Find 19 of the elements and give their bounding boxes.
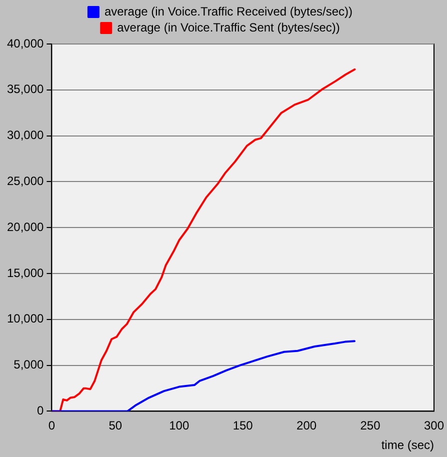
y-tick-label: 30,000 bbox=[7, 128, 44, 142]
y-tick-label: 10,000 bbox=[7, 312, 44, 326]
x-tick-label: 50 bbox=[108, 418, 122, 433]
x-tick-label: 200 bbox=[296, 418, 317, 433]
legend-label: average (in Voice.Traffic Received (bytes/sec)) bbox=[104, 4, 353, 18]
x-tick-label: 250 bbox=[360, 418, 381, 433]
y-tick-label: 40,000 bbox=[7, 36, 44, 50]
y-tick-label: 20,000 bbox=[7, 220, 44, 234]
y-tick-label: 0 bbox=[37, 404, 44, 418]
x-tick-label: 0 bbox=[48, 418, 56, 433]
legend-label: average (in Voice.Traffic Sent (bytes/sec)) bbox=[117, 20, 340, 34]
x-tick-label: 100 bbox=[169, 418, 190, 433]
x-axis-title: time (sec) bbox=[381, 438, 434, 452]
y-tick-label: 15,000 bbox=[7, 266, 44, 280]
x-tick-label: 300 bbox=[424, 418, 444, 433]
y-tick-label: 25,000 bbox=[7, 174, 44, 188]
y-tick-label: 35,000 bbox=[7, 82, 44, 96]
y-tick-label: 5,000 bbox=[14, 358, 44, 372]
x-tick-label: 150 bbox=[232, 418, 254, 433]
